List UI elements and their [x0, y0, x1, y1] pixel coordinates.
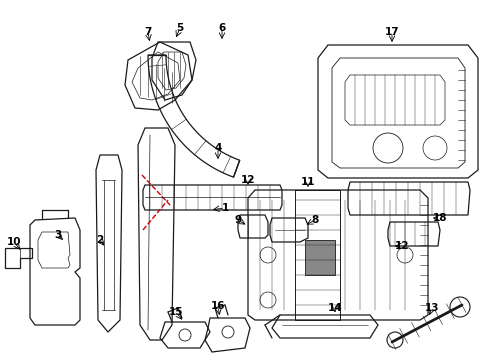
Text: 12: 12	[394, 241, 408, 251]
Text: 11: 11	[300, 177, 315, 187]
Text: 2: 2	[96, 235, 103, 245]
Text: 1: 1	[221, 203, 228, 213]
Text: 10: 10	[7, 237, 21, 247]
Polygon shape	[305, 240, 334, 275]
Text: 9: 9	[234, 215, 241, 225]
Text: 12: 12	[240, 175, 255, 185]
Text: 5: 5	[176, 23, 183, 33]
Text: 13: 13	[424, 303, 438, 313]
Text: 14: 14	[327, 303, 342, 313]
Text: 6: 6	[218, 23, 225, 33]
Text: 15: 15	[168, 307, 183, 317]
Text: 16: 16	[210, 301, 225, 311]
Text: 18: 18	[432, 213, 447, 223]
Text: 8: 8	[311, 215, 318, 225]
Text: 3: 3	[54, 230, 61, 240]
Text: 7: 7	[144, 27, 151, 37]
Text: 17: 17	[384, 27, 399, 37]
Text: 4: 4	[214, 143, 221, 153]
